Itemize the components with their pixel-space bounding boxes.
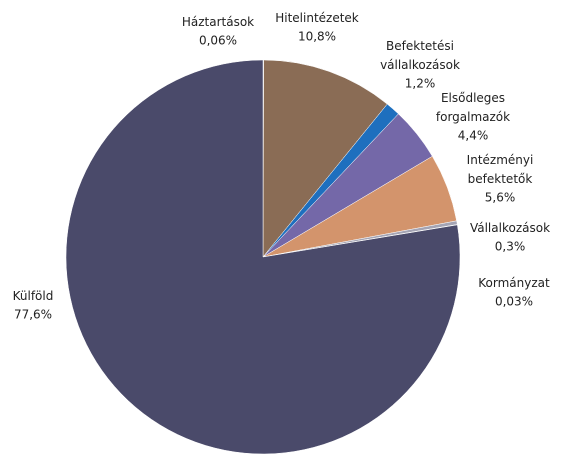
value-label: 0,03% — [495, 295, 533, 309]
pie-slice — [262, 59, 388, 258]
value-label: 77,6% — [14, 308, 52, 322]
slice-label: Háztartások — [182, 15, 254, 29]
value-label: 5,6% — [485, 191, 516, 205]
value-label: 10,8% — [298, 30, 336, 44]
pie-slice — [65, 59, 461, 454]
slice-label: Vállalkozások — [470, 221, 550, 235]
slice-label: Befektetési vállalkozások — [380, 39, 460, 72]
slice-label: Kormányzat — [478, 276, 550, 290]
slice-label: Elsődleges forgalmazók — [436, 91, 510, 124]
slice-label: Intézményi befektetők — [467, 153, 534, 186]
value-label: 1,2% — [405, 77, 436, 91]
value-label: 4,4% — [458, 129, 489, 143]
value-label: 0,3% — [495, 240, 526, 254]
value-label: 0,06% — [199, 34, 237, 48]
slice-label: Hitelintézetek — [275, 11, 359, 25]
slice-label: Külföld — [13, 289, 54, 303]
